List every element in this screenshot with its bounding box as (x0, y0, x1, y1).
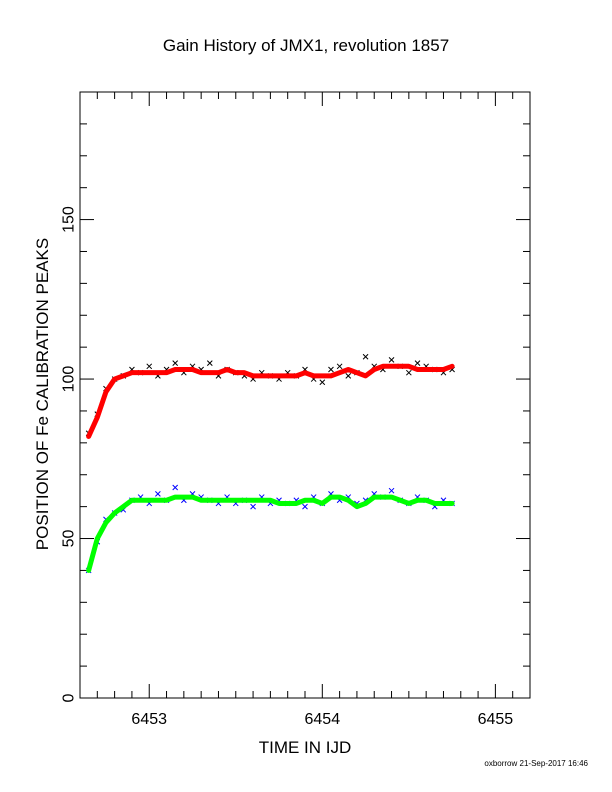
y-axis-label: POSITION OF Fe CALIBRATION PEAKS (33, 237, 52, 551)
plot-frame (79, 91, 531, 699)
data-point (172, 360, 179, 366)
data-point (319, 379, 326, 386)
x-axis-label: TIME IN IJD (258, 738, 352, 757)
data-point (362, 353, 369, 360)
x-tick-label: 6454 (305, 711, 341, 728)
chart-title: Gain History of JMX1, revolution 1857 (162, 36, 450, 55)
data-point (146, 363, 153, 370)
data-point (328, 366, 334, 373)
data-point (336, 363, 343, 370)
y-tick-label: 50 (61, 530, 78, 548)
x-tick-label: 6453 (131, 711, 167, 728)
data-point (388, 487, 395, 494)
y-tick-label: 150 (61, 206, 78, 233)
data-point (172, 484, 179, 491)
footer-stamp: oxborrow 21-Sep-2017 16:46 (484, 759, 588, 768)
data-point (388, 357, 395, 363)
data-point (345, 373, 352, 379)
data-point (250, 503, 256, 510)
data-point (405, 369, 412, 376)
lower-fit-series (86, 494, 455, 573)
lower-fit-line (86, 494, 455, 573)
y-tick-label: 100 (61, 366, 78, 393)
x-tick-label: 6455 (478, 711, 514, 728)
upper-fit-line (86, 363, 455, 439)
data-point (302, 503, 308, 510)
data-point (414, 360, 421, 366)
data-point (206, 360, 213, 366)
data-point (155, 491, 161, 497)
upper-fit-series (86, 363, 455, 439)
y-tick-label: 0 (61, 693, 78, 702)
